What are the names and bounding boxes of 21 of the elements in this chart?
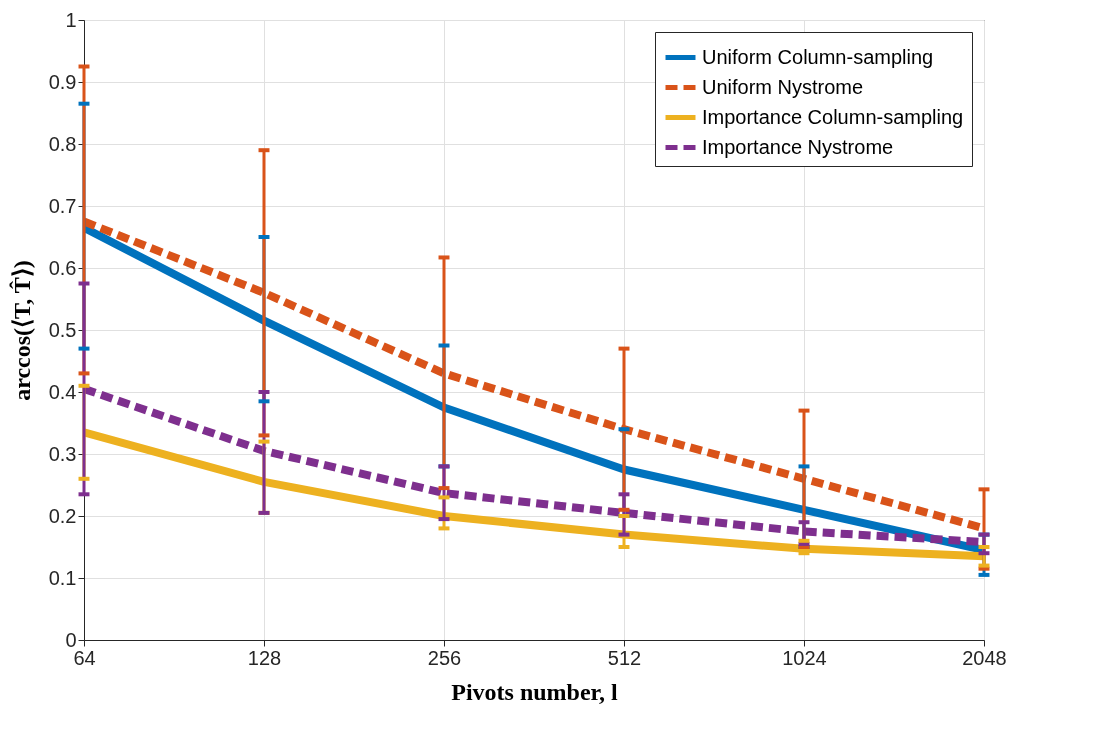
y-tick-label: 0.2 (48, 504, 77, 527)
x-tick-label: 512 (607, 646, 642, 669)
y-tick-label: 0.6 (48, 256, 77, 279)
legend-label: Uniform Nystrome (702, 75, 864, 98)
y-tick-label: 1 (65, 8, 77, 31)
x-tick-label: 128 (247, 646, 282, 669)
legend-label: Importance Column-sampling (702, 105, 964, 128)
x-tick-label: 256 (427, 646, 462, 669)
legend-label: Uniform Column-sampling (702, 45, 934, 68)
y-tick-label: 0.4 (48, 380, 77, 403)
x-tick-label: 1024 (782, 646, 827, 669)
y-tick-label: 0.1 (48, 566, 77, 589)
x-axis-title: Pivots number, l (451, 678, 619, 705)
x-tick-label: 2048 (962, 646, 1007, 669)
y-axis-title: arccos(⟨T, T̂⟩) (8, 260, 35, 401)
y-tick-label: 0.3 (48, 442, 77, 465)
y-tick-label: 0.8 (48, 132, 77, 155)
y-tick-label: 0.9 (48, 70, 77, 93)
y-tick-label: 0.7 (48, 194, 77, 217)
legend-label: Importance Nystrome (702, 135, 894, 158)
y-tick-label: 0.5 (48, 318, 77, 341)
